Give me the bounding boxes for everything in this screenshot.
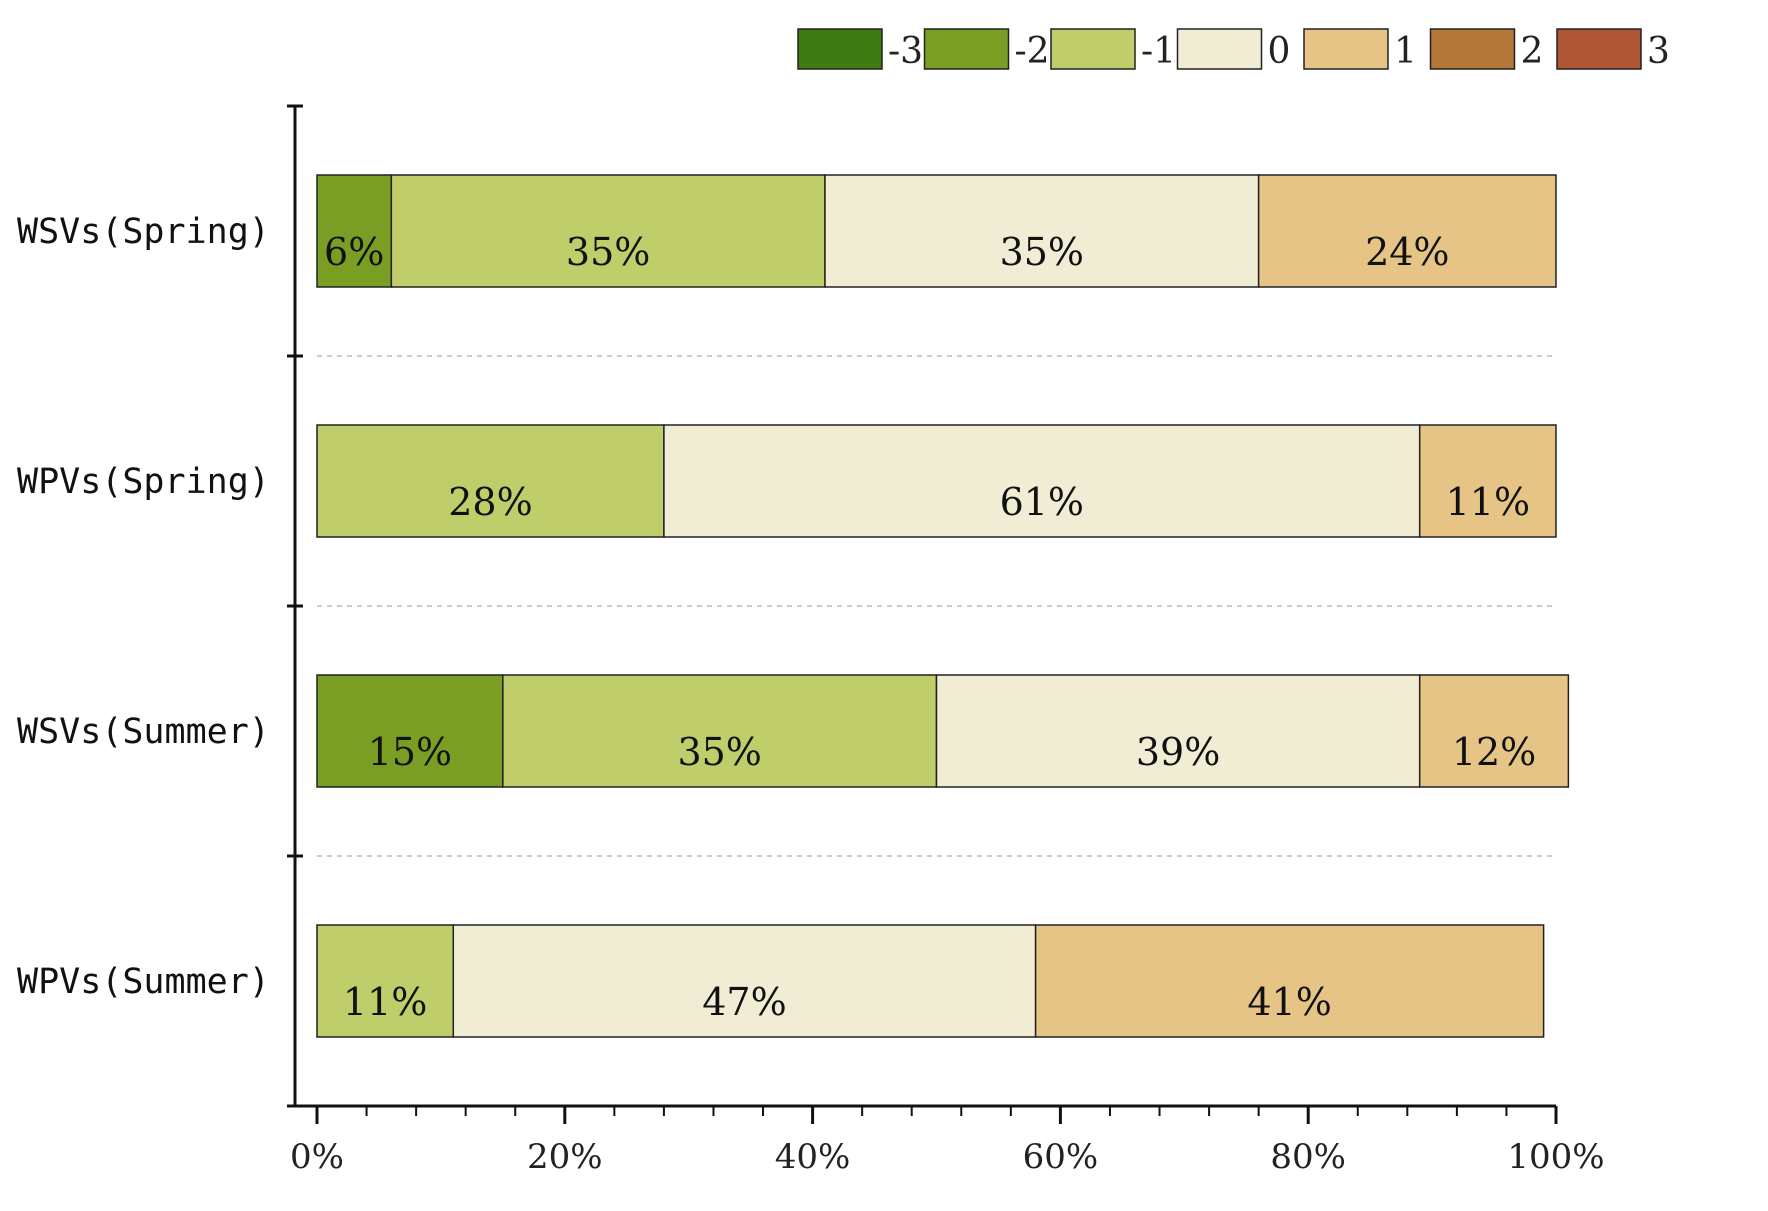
x-tick-label: 100% [1507,1137,1604,1177]
legend-swatch [1176,28,1263,70]
data-label: 35% [1000,230,1084,274]
x-tick-label: 60% [1023,1137,1099,1177]
bar-segment [452,924,1037,1038]
bar-segment [1034,924,1545,1038]
legend-swatch [1556,28,1642,70]
category-label: WPVs(Summer) [17,962,270,1002]
bar-segment [1418,674,1570,788]
data-label: 35% [677,730,761,774]
bar-segment [316,424,665,538]
category-separators [317,355,1556,857]
legend-swatch [797,28,883,70]
bar-segment [390,174,826,288]
legend-swatch [1050,28,1136,70]
legend-swatch [1303,28,1389,70]
legend-label: -1 [1141,31,1176,72]
data-label: 39% [1136,730,1220,774]
data-label: 41% [1247,980,1331,1024]
bar-segment [1418,424,1557,538]
legend-label: 3 [1647,31,1670,72]
legend-label: -2 [1015,31,1050,72]
x-tick-label: 40% [775,1137,851,1177]
bar-segment [316,924,455,1038]
data-label: 47% [702,980,786,1024]
data-label: 15% [368,730,452,774]
bar-segment [316,674,504,788]
category-label: WSVs(Summer) [17,712,270,752]
legend: -3 -2 -1 0 1 2 3 [797,28,1670,72]
bar-segment [824,174,1260,288]
legend-swatch [923,28,1010,70]
data-label: 12% [1452,730,1536,774]
category-label: WPVs(Spring) [17,462,270,502]
data-label: 24% [1365,230,1449,274]
bar-segment [663,424,1421,538]
x-axis: 0% 20% 40% 60% 80% 100% [289,1104,1605,1177]
legend-label: 2 [1521,31,1544,72]
x-tick-label: 0% [290,1137,344,1177]
x-tick-label: 80% [1270,1137,1346,1177]
data-label: 6% [324,230,384,274]
bars: 6% 35% 35% 24% 28% 61% 11% 15% 35% 39% 12% 11% 47% 41… [316,174,1570,1038]
bar-segment [935,674,1421,788]
data-label: 61% [1000,480,1084,524]
data-label: 11% [343,980,427,1024]
x-tick-label: 20% [527,1137,603,1177]
data-label: 35% [566,230,650,274]
data-label: 11% [1446,480,1530,524]
category-label: WSVs(Spring) [17,212,270,252]
legend-label: 0 [1268,31,1291,72]
data-label: 28% [448,480,532,524]
bar-segment [1257,174,1557,288]
legend-swatch [1429,28,1516,70]
legend-label: 1 [1394,31,1417,72]
legend-label: -3 [888,31,923,72]
y-axis: WSVs(Spring) WPVs(Spring) WSVs(Summer) WPVs… [17,104,303,1108]
bar-segment [502,674,938,788]
